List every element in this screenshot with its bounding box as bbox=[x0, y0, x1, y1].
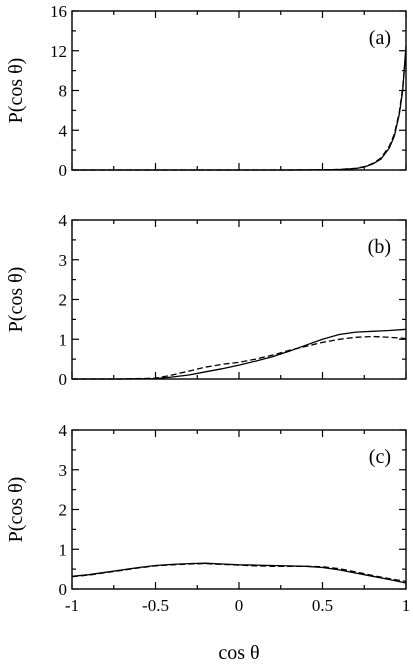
x-tick-label: 0 bbox=[235, 596, 244, 615]
panel-label: (c) bbox=[369, 446, 391, 468]
y-tick-label: 0 bbox=[59, 161, 68, 180]
y-tick-label: 12 bbox=[50, 42, 67, 61]
series-line-solid bbox=[71, 562, 407, 584]
y-tick-label: 2 bbox=[59, 501, 68, 520]
panel-c: 0 1 2 3 4 -1 -0.5 0 0.5 1 (c) P(cos θ) bbox=[5, 421, 410, 615]
y-tick-label: 4 bbox=[59, 121, 68, 140]
series-line-solid bbox=[72, 45, 407, 171]
series-line-dashed bbox=[72, 50, 407, 171]
series-line-dashed bbox=[72, 335, 407, 380]
plot-frame bbox=[71, 10, 407, 171]
y-tick-label: 8 bbox=[59, 82, 68, 101]
x-tick-label: 0.5 bbox=[312, 596, 333, 615]
panel-b: 0 1 2 3 4 (b) P(cos θ) bbox=[5, 211, 407, 389]
y-tick-label: 4 bbox=[59, 211, 68, 230]
y-tick-label: 16 bbox=[50, 2, 67, 21]
y-tick-label: 2 bbox=[59, 291, 68, 310]
y-tick-label: 0 bbox=[59, 370, 68, 389]
y-tick-label: 4 bbox=[59, 421, 68, 440]
y-tick-label: 1 bbox=[59, 540, 68, 559]
x-tick-label: 1 bbox=[402, 596, 411, 615]
y-axis-label: P(cos θ) bbox=[5, 267, 27, 333]
panel-label: (a) bbox=[369, 27, 391, 49]
x-tick-label: -0.5 bbox=[142, 596, 169, 615]
x-axis-label: cos θ bbox=[218, 642, 259, 664]
series-line-dashed bbox=[71, 562, 407, 583]
panel-label: (b) bbox=[368, 236, 391, 258]
y-tick-label: 0 bbox=[59, 580, 68, 599]
y-axis-label: P(cos θ) bbox=[5, 58, 27, 124]
plot-frame bbox=[71, 219, 407, 380]
y-axis-label: P(cos θ) bbox=[5, 477, 27, 543]
panel-a: 0 4 8 12 16 (a) P(cos θ) bbox=[5, 2, 407, 180]
y-tick-label: 3 bbox=[59, 251, 68, 270]
y-tick-label: 3 bbox=[59, 461, 68, 480]
series-line-solid bbox=[72, 328, 407, 380]
y-tick-label: 1 bbox=[59, 330, 68, 349]
x-tick-label: -1 bbox=[65, 596, 79, 615]
